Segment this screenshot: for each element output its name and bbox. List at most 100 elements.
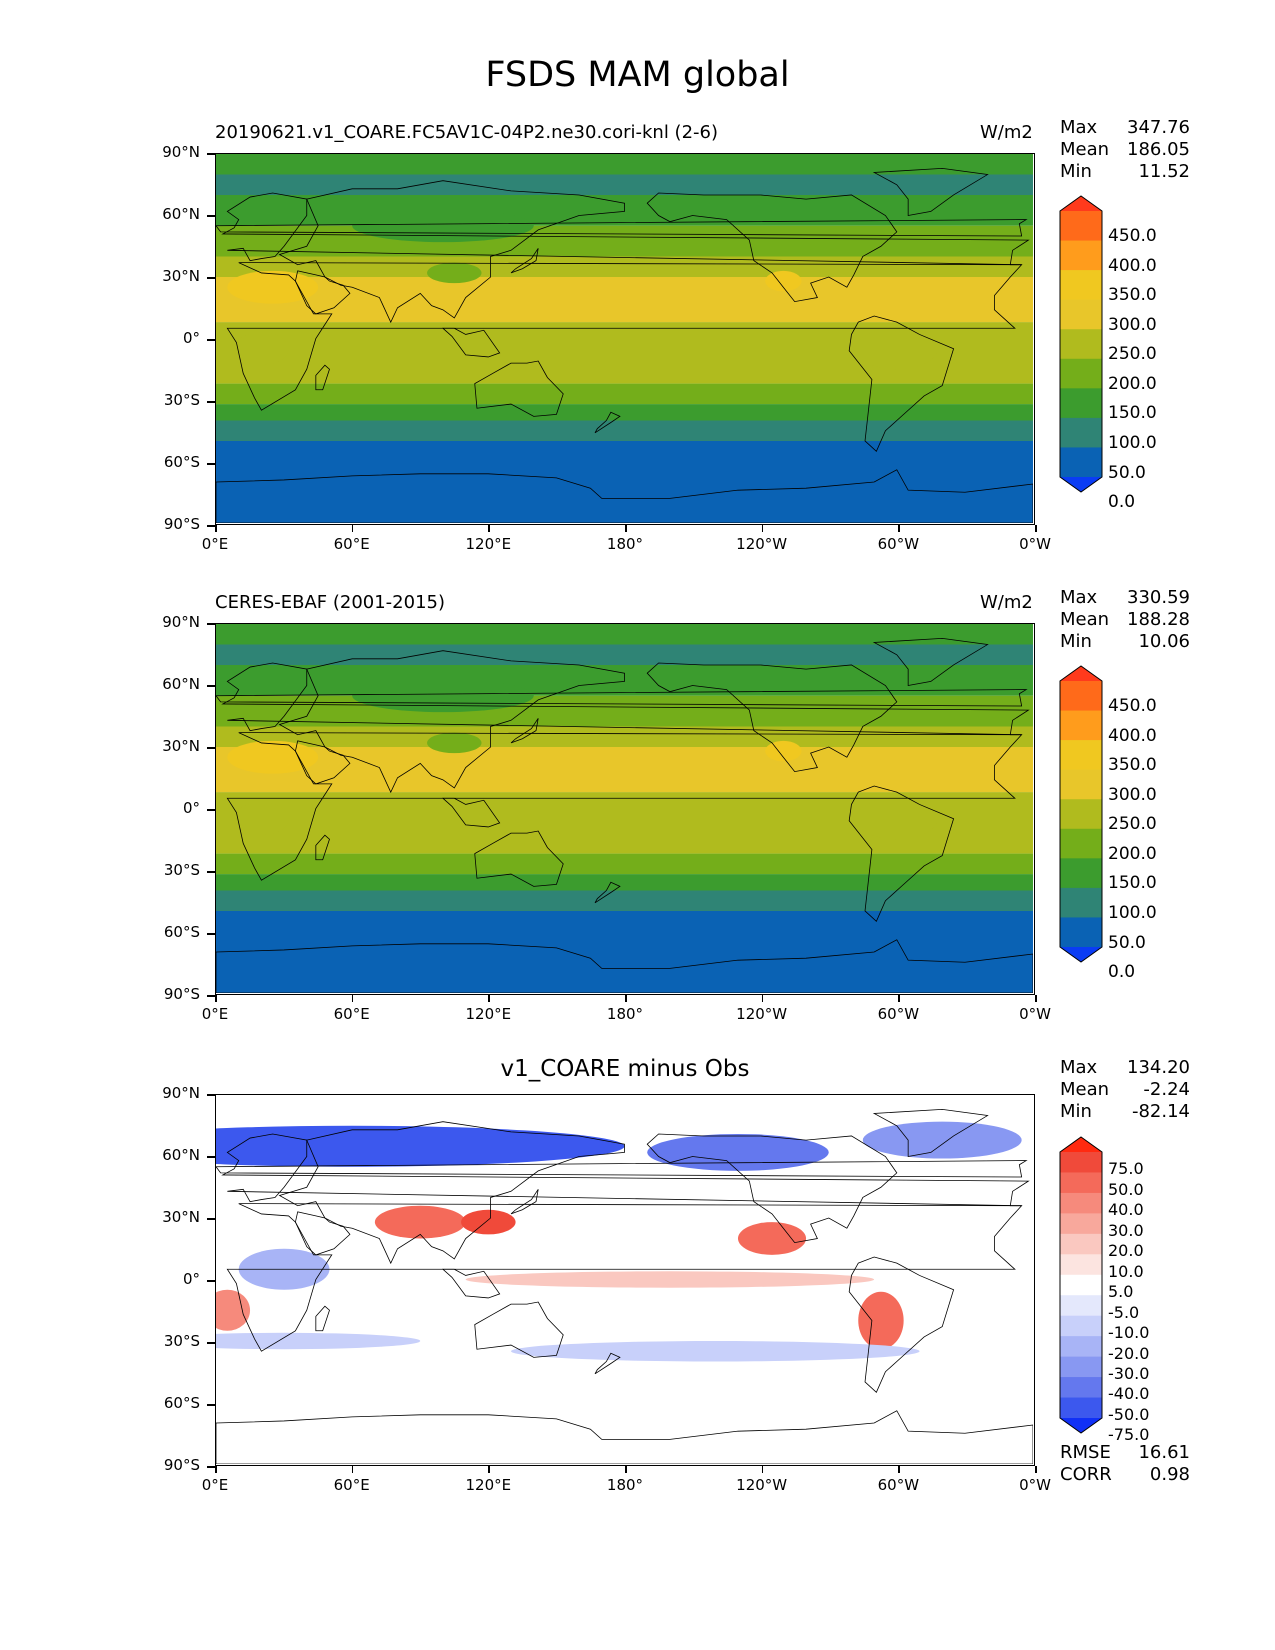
coastline-uk	[216, 219, 1028, 237]
colorbar	[1058, 665, 1104, 963]
map-plot	[215, 1094, 1035, 1466]
colorbar-label: -30.0	[1108, 1364, 1150, 1383]
siberia-low	[352, 679, 534, 713]
colorbar-segment	[1060, 299, 1102, 330]
colorbar-segment	[1060, 1213, 1102, 1235]
eq-pacific-pos	[465, 1271, 875, 1288]
coastline-madagascar	[315, 364, 330, 391]
so-pacific-neg	[511, 1341, 920, 1362]
stat-value: 16.61	[1138, 1442, 1190, 1463]
colorbar-segment	[1060, 417, 1102, 448]
coastline-arabia	[294, 740, 351, 785]
amazon	[855, 798, 938, 840]
stat-value: 186.05	[1127, 139, 1190, 160]
coastline-uk	[216, 1160, 1028, 1178]
colorbar-label: 450.0	[1108, 226, 1157, 247]
china-low	[427, 732, 482, 754]
coastline-seasia	[441, 797, 501, 828]
colorbar-outline	[1059, 195, 1103, 493]
y-tick-label: 30°S	[163, 1332, 200, 1350]
coastline-africa	[226, 1203, 1023, 1352]
y-tick-mark	[207, 339, 215, 341]
stat-label: Min	[1060, 161, 1092, 182]
mexico-high	[765, 740, 802, 762]
stat-value: 11.52	[1138, 161, 1190, 182]
y-tick-mark	[207, 1404, 215, 1406]
field-band	[216, 726, 1033, 747]
stat-label: Max	[1060, 117, 1098, 138]
x-tick-label: 180°	[606, 1005, 644, 1023]
colorbar-segment	[1060, 769, 1102, 800]
x-tick-mark	[1035, 525, 1037, 532]
colorbar-segment	[1060, 1254, 1102, 1276]
stats-box: Max 134.20 Mean -2.24 Min -82.14	[1060, 1057, 1190, 1123]
y-tick-mark	[207, 933, 215, 935]
field-band	[216, 644, 1033, 665]
colorbar-label: 200.0	[1108, 373, 1157, 394]
colorbar-segment	[1060, 388, 1102, 419]
y-tick-mark	[207, 1342, 215, 1344]
colorbar-label: -10.0	[1108, 1323, 1150, 1343]
congo	[234, 332, 289, 366]
y-tick-mark	[207, 525, 215, 527]
colorbar-outline	[1059, 665, 1103, 963]
colorbar-segment	[1060, 887, 1102, 918]
error-stats: RMSE 16.61 CORR 0.98	[1060, 1442, 1190, 1486]
y-tick-mark	[207, 463, 215, 465]
y-tick-mark	[207, 1218, 215, 1220]
x-tick-mark	[1035, 995, 1037, 1002]
stat-value: -2.24	[1143, 1079, 1190, 1100]
field-band	[216, 874, 1033, 891]
y-tick-label: 60°N	[162, 675, 200, 693]
stat-value: 347.76	[1127, 117, 1190, 138]
colorbar-label: -5.0	[1108, 1302, 1140, 1322]
field-band	[216, 695, 1033, 727]
china-low	[427, 262, 482, 284]
field-band	[216, 747, 1033, 793]
coastline-africa	[226, 732, 1023, 881]
colorbar-segment	[1060, 329, 1102, 360]
colorbar-label: 150.0	[1108, 403, 1157, 424]
coastline-europe	[221, 662, 1030, 736]
field-band	[216, 441, 1033, 523]
coastline-antarctica	[216, 939, 1033, 993]
x-tick-label: 0°E	[201, 1476, 229, 1494]
coastline-greenland	[872, 1108, 989, 1157]
map-field	[216, 1095, 1033, 1464]
colorbar-segment	[1060, 1274, 1102, 1296]
colorbar	[1058, 1136, 1104, 1434]
coastline-greenland	[872, 637, 989, 686]
colorbar-label: 450.0	[1108, 696, 1157, 717]
colorbar-label: 300.0	[1108, 784, 1157, 805]
colorbar-label: 350.0	[1108, 285, 1157, 306]
coastline-namerica	[646, 1133, 898, 1244]
colorbar-segment	[1060, 917, 1102, 948]
y-tick-mark	[207, 685, 215, 687]
sahara-high	[227, 740, 319, 774]
stats-box: Max 330.59 Mean 188.28 Min 10.06	[1060, 587, 1190, 653]
colorbar-label: -40.0	[1108, 1384, 1150, 1404]
stat-row: RMSE 16.61	[1060, 1442, 1190, 1464]
stat-value: 10.06	[1138, 631, 1190, 652]
colorbar-segment	[1060, 1336, 1102, 1358]
x-tick-label: 60°W	[877, 1476, 920, 1494]
y-tick-mark	[207, 623, 215, 625]
x-tick-label: 0°W	[1019, 535, 1051, 553]
y-tick-label: 90°S	[163, 1456, 200, 1474]
colorbar-segment	[1060, 270, 1102, 301]
field-band	[216, 174, 1033, 195]
map-plot	[215, 623, 1035, 995]
x-tick-label: 120°E	[465, 1005, 512, 1023]
y-tick-label: 60°S	[163, 923, 200, 941]
panel-left-title: 20190621.v1_COARE.FC5AV1C-04P2.ne30.cori…	[215, 122, 718, 143]
congo	[234, 802, 289, 836]
x-tick-mark	[215, 995, 217, 1002]
field-band	[216, 404, 1033, 421]
x-tick-label: 180°	[606, 535, 644, 553]
field-band	[216, 154, 1033, 175]
colorbar-segment	[1060, 1137, 1102, 1152]
field-band	[216, 322, 1033, 359]
coastline-australia	[474, 830, 564, 887]
